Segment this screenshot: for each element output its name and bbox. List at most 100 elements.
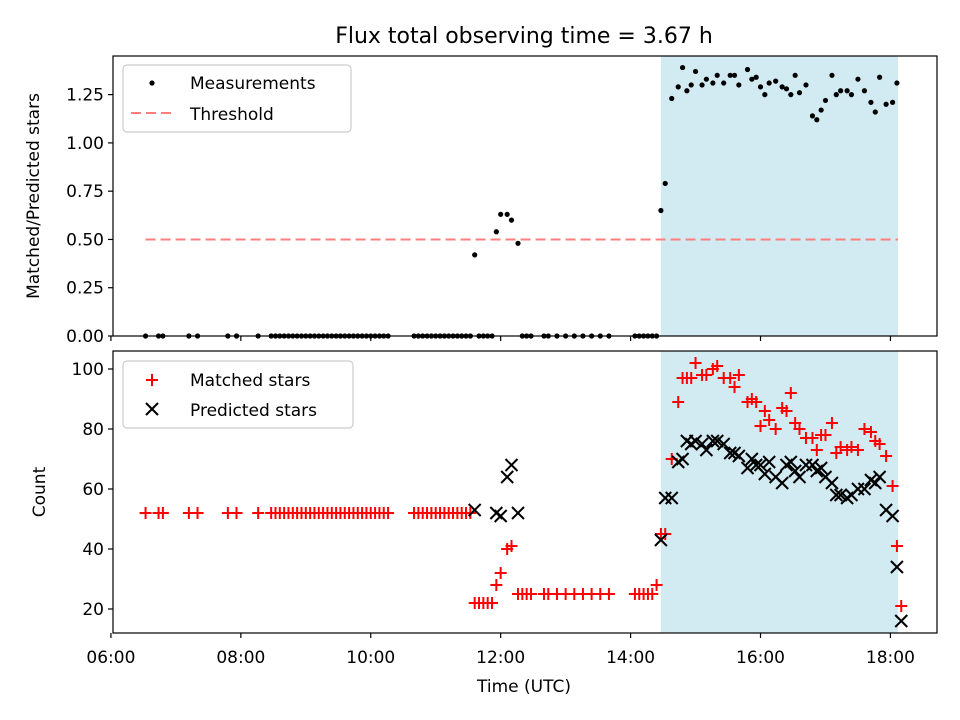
matched-stars-point bbox=[490, 579, 503, 591]
measurement-point bbox=[803, 82, 809, 88]
matched-stars-point bbox=[819, 429, 832, 441]
legend-matched-marker bbox=[146, 374, 158, 386]
legend-measurements-marker bbox=[149, 80, 155, 86]
measurement-point bbox=[833, 92, 839, 98]
matched-stars-point bbox=[858, 423, 871, 435]
x-tick-label: 08:00 bbox=[216, 648, 265, 668]
predicted-stars-point bbox=[493, 509, 508, 523]
predicted-stars-point bbox=[511, 506, 525, 520]
matched-stars-point bbox=[873, 438, 886, 450]
matched-stars-point bbox=[880, 450, 893, 462]
legend-predicted-marker bbox=[145, 402, 159, 416]
measurement-point bbox=[855, 76, 861, 82]
measurement-point bbox=[757, 84, 764, 90]
measurement-point bbox=[688, 82, 694, 88]
measurement-point bbox=[876, 74, 883, 80]
y-tick-label: 1.25 bbox=[66, 86, 104, 106]
measurement-point bbox=[692, 68, 699, 75]
measurement-point bbox=[749, 76, 755, 82]
predicted-stars-point bbox=[504, 458, 519, 472]
predicted-stars-point bbox=[500, 470, 514, 484]
predicted-stars-point bbox=[665, 491, 679, 505]
matched-stars-point bbox=[851, 444, 864, 456]
predicted-stars-point bbox=[872, 470, 887, 484]
matched-stars-point bbox=[672, 396, 685, 408]
matched-stars-point bbox=[763, 414, 776, 426]
measurement-point bbox=[872, 109, 878, 115]
matched-stars-point bbox=[890, 540, 903, 552]
y-tick-label: 20 bbox=[82, 600, 104, 620]
predicted-stars-point bbox=[792, 470, 807, 484]
x-tick-label: 18:00 bbox=[866, 648, 915, 668]
measurement-point bbox=[498, 211, 504, 217]
bottom-legend: Matched stars Predicted stars bbox=[122, 360, 354, 429]
predicted-stars-point bbox=[784, 455, 798, 469]
matched-stars-point bbox=[728, 381, 741, 393]
y-tick-label: 60 bbox=[82, 480, 104, 500]
measurement-point bbox=[861, 88, 868, 94]
matched-stars-point bbox=[784, 387, 797, 399]
measurement-point bbox=[699, 82, 705, 88]
y-tick-label: 1.00 bbox=[66, 134, 104, 154]
matched-stars-point bbox=[758, 405, 771, 417]
bottom-y-axis-ticks: 20 40 60 80 100 bbox=[72, 360, 113, 620]
measurement-point bbox=[675, 84, 681, 90]
matched-stars-point bbox=[505, 540, 518, 552]
legend-threshold-label: Threshold bbox=[189, 105, 274, 125]
top-x-axis-ticks bbox=[110, 336, 892, 341]
measurement-point bbox=[773, 78, 779, 84]
top-y-axis-ticks: 0.00 0.25 0.50 0.75 1.00 1.25 bbox=[66, 86, 113, 347]
measurement-point bbox=[679, 64, 686, 71]
predicted-stars-point bbox=[805, 458, 820, 472]
predicted-stars-point bbox=[814, 461, 828, 475]
measurement-point bbox=[883, 101, 889, 107]
measurement-point bbox=[838, 88, 844, 94]
measurement-point bbox=[822, 97, 829, 104]
predicted-stars-point bbox=[723, 446, 737, 460]
measurement-point bbox=[766, 80, 772, 86]
matched-stars-point bbox=[750, 396, 763, 408]
top-observing-span bbox=[660, 56, 899, 336]
bottom-plot-frame bbox=[112, 350, 938, 634]
measurement-point bbox=[721, 80, 727, 86]
predicted-stars-point bbox=[894, 614, 908, 628]
measurement-point bbox=[472, 252, 478, 258]
matched-stars-point bbox=[139, 507, 152, 519]
x-tick-label: 12:00 bbox=[476, 648, 525, 668]
measurement-point bbox=[779, 84, 785, 90]
measurement-point bbox=[714, 72, 720, 78]
predicted-stars-point bbox=[825, 476, 839, 490]
measurement-point bbox=[792, 72, 798, 78]
matched-stars-point bbox=[806, 432, 819, 444]
measurement-point bbox=[669, 95, 675, 102]
matched-stars-point bbox=[769, 423, 782, 435]
predicted-stars-point bbox=[799, 458, 813, 472]
predicted-stars-point bbox=[688, 434, 703, 448]
measurement-point bbox=[727, 72, 733, 78]
measurement-point bbox=[508, 217, 515, 223]
predicted-stars-point bbox=[885, 509, 900, 523]
matched-stars-point bbox=[659, 528, 672, 540]
predicted-stars-point bbox=[833, 488, 848, 502]
matched-stars-point bbox=[689, 357, 702, 369]
predicted-stars-point bbox=[695, 437, 709, 451]
predicted-stars-point bbox=[699, 443, 714, 457]
predicted-stars-point bbox=[868, 476, 882, 490]
top-legend: Measurements Threshold bbox=[122, 64, 352, 133]
measurement-point bbox=[848, 92, 855, 98]
predicted-stars-point bbox=[658, 491, 672, 505]
y-tick-label: 40 bbox=[82, 540, 104, 560]
top-y-axis-label: Matched/Predicted stars bbox=[24, 93, 44, 299]
predicted-stars-point bbox=[851, 482, 865, 496]
predicted-stars-point bbox=[857, 482, 872, 496]
predicted-stars-point bbox=[775, 476, 789, 490]
predicted-stars-point bbox=[716, 437, 731, 451]
matched-stars-point bbox=[700, 369, 713, 381]
measurement-point bbox=[515, 240, 521, 246]
measurement-point bbox=[684, 88, 690, 94]
matched-stars-point bbox=[646, 588, 659, 600]
legend-matched-label: Matched stars bbox=[190, 371, 310, 391]
y-tick-label: 0.00 bbox=[66, 327, 104, 347]
matched-stars-point bbox=[724, 372, 737, 384]
